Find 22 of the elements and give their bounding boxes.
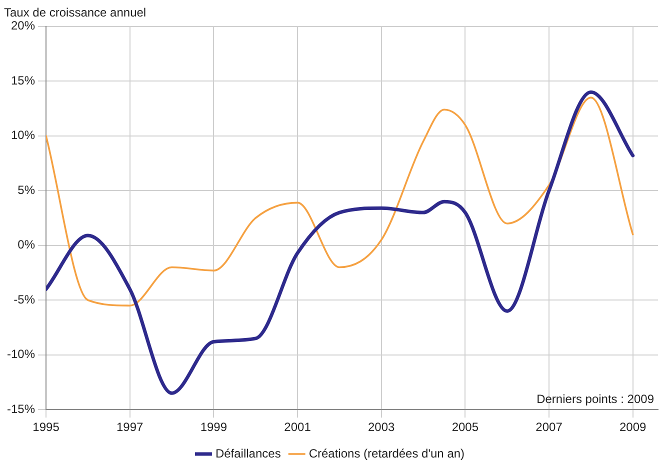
- y-tick-label: 10%: [10, 128, 36, 142]
- y-tick-label: 5%: [18, 182, 36, 197]
- x-tick-label: 2005: [452, 420, 479, 434]
- legend-label: Créations (retardées d'un an): [308, 446, 465, 460]
- legend-label: Défaillances: [215, 446, 281, 460]
- line-series: [46, 96, 634, 306]
- x-tick-label: 1999: [200, 420, 228, 434]
- y-tick-label: 15%: [10, 73, 36, 88]
- x-tick-label: 2007: [536, 420, 563, 434]
- x-tick-label: 1995: [32, 420, 60, 434]
- y-tick-label: -15%: [7, 402, 36, 416]
- x-tick-label: 2003: [368, 420, 396, 434]
- y-tick-label: 0%: [18, 238, 36, 252]
- y-tick-label: 20%: [10, 18, 36, 33]
- x-tick-label: 2009: [620, 420, 647, 434]
- y-tick-label: -5%: [14, 292, 36, 306]
- chart-title: Taux de croissance annuel: [4, 6, 146, 20]
- x-tick-label: 2001: [284, 420, 312, 434]
- x-tick-label: 1997: [116, 420, 144, 434]
- y-tick-label: -10%: [7, 347, 36, 362]
- line-series: [46, 90, 635, 395]
- annotation: Derniers points : 2009: [536, 392, 654, 406]
